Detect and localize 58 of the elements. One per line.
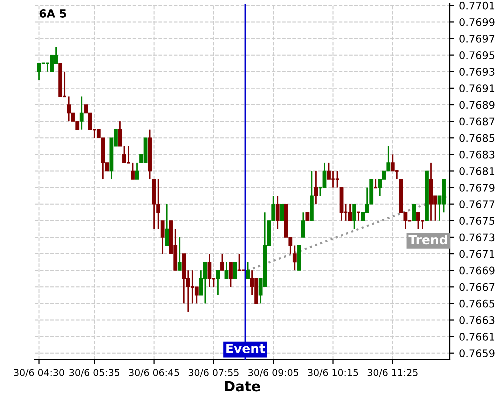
- y-tick-label: 0.7671: [460, 250, 495, 258]
- y-tick-label: 0.7693: [460, 68, 495, 76]
- candlestick: [50, 54, 54, 72]
- y-tick-label: 0.7667: [460, 283, 495, 292]
- y-tick-label: 0.7685: [460, 134, 495, 142]
- x-tick-label: 30/6 11:25: [368, 369, 418, 378]
- candlestick: [233, 262, 238, 280]
- y-tick-label: 0.7687: [460, 118, 495, 126]
- candlestick: [246, 262, 250, 280]
- y-tick-label: 0.7701: [460, 2, 495, 10]
- y-tick-label: 0.7675: [460, 217, 495, 226]
- y-tick-label: 0.7679: [460, 184, 495, 192]
- candlestick: [203, 262, 208, 304]
- candlestick: [178, 236, 182, 272]
- x-tick-label: 30/6 05:35: [70, 369, 120, 378]
- candlestick: [390, 154, 395, 172]
- candlestick: [165, 204, 170, 246]
- y-tick-label: 0.7699: [460, 18, 495, 26]
- y-tick-label: 0.7663: [460, 316, 495, 324]
- x-tick-label: 30/6 04:30: [14, 369, 64, 378]
- candlestick: [314, 170, 318, 206]
- y-tick-label: 0.7683: [460, 150, 495, 159]
- x-tick-label: 30/6 09:05: [248, 369, 298, 378]
- x-tick-label: 30/6 06:45: [129, 369, 180, 378]
- y-tick-label: 0.7677: [460, 200, 495, 208]
- x-tick-label: 30/6 07:55: [188, 369, 239, 378]
- y-tick-label: 0.7673: [460, 234, 495, 242]
- x-axis-title: Date: [225, 381, 260, 392]
- candlestick: [412, 204, 416, 222]
- y-tick-label: 0.7695: [460, 52, 495, 60]
- candlestick: [224, 262, 229, 280]
- candlestick: [229, 262, 233, 288]
- y-tick-label: 0.7689: [460, 101, 495, 110]
- ref-line-label: Event: [226, 344, 266, 354]
- y-tick-label: 0.7665: [460, 300, 495, 308]
- y-tick-label: 0.7659: [460, 350, 495, 358]
- candlestick: [276, 195, 280, 230]
- candlestick: [131, 162, 135, 180]
- y-tick-label: 0.7681: [460, 167, 495, 176]
- candlestick: [416, 212, 420, 230]
- y-tick-label: 0.7697: [460, 35, 495, 43]
- y-tick-label: 0.7691: [460, 84, 495, 93]
- candlestick: [301, 212, 306, 238]
- candlestick: [352, 204, 357, 230]
- y-tick-label: 0.7669: [460, 266, 495, 275]
- candlestick: [216, 270, 220, 296]
- candlestick: [220, 253, 224, 272]
- y-tick-label: 0.7661: [460, 333, 495, 341]
- series-label: Trend: [408, 234, 448, 245]
- candlestick: [280, 204, 284, 222]
- candlestick: [348, 204, 352, 222]
- candlestick: [67, 96, 72, 122]
- chart-title: 6A 5: [40, 10, 66, 18]
- x-tick-label: 30/6 10:15: [308, 369, 358, 378]
- candlestick: [208, 253, 212, 288]
- candlestick: [122, 146, 126, 164]
- candlestick: [335, 170, 340, 188]
- candlestick: [80, 96, 84, 131]
